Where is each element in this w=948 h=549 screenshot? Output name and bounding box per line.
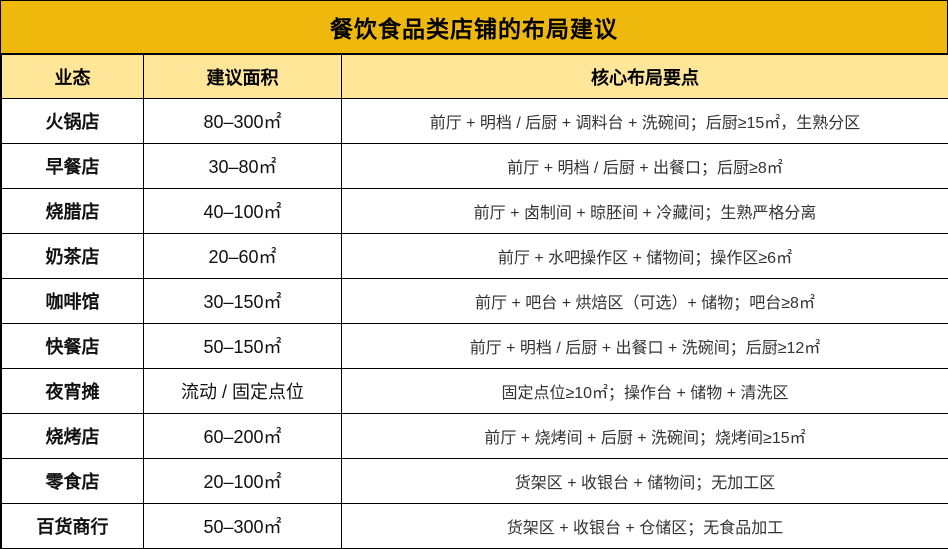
- points-cell: 货架区 + 收银台 + 仓储区；无食品加工: [341, 503, 948, 549]
- table-row: 火锅店 80–300㎡ 前厅 + 明档 / 后厨 + 调料台 + 洗碗间；后厨≥15…: [1, 98, 948, 144]
- area-cell: 20–100㎡: [143, 458, 342, 504]
- area-cell: 流动 / 固定点位: [143, 368, 342, 414]
- table-row: 咖啡馆 30–150㎡ 前厅 + 吧台 + 烘焙区（可选）+ 储物；吧台≥8㎡: [1, 278, 948, 324]
- page-title: 餐饮食品类店铺的布局建议: [330, 16, 618, 42]
- column-header-key-layout-points: 核心布局要点: [341, 54, 948, 99]
- table-row: 快餐店 50–150㎡ 前厅 + 明档 / 后厨 + 出餐口 + 洗碗间；后厨≥12…: [1, 323, 948, 369]
- business-type-cell: 火锅店: [1, 98, 144, 144]
- table-header: 业态 建议面积 核心布局要点: [1, 54, 948, 99]
- business-type-cell: 咖啡馆: [1, 278, 144, 324]
- table-row: 零食店 20–100㎡ 货架区 + 收银台 + 储物间；无加工区: [1, 458, 948, 504]
- table-body: 火锅店 80–300㎡ 前厅 + 明档 / 后厨 + 调料台 + 洗碗间；后厨≥15…: [1, 98, 948, 549]
- business-type-cell: 奶茶店: [1, 233, 144, 279]
- area-cell: 60–200㎡: [143, 413, 342, 459]
- table-row: 百货商行 50–300㎡ 货架区 + 收银台 + 仓储区；无食品加工: [1, 503, 948, 549]
- table-row: 早餐店 30–80㎡ 前厅 + 明档 / 后厨 + 出餐口；后厨≥8㎡: [1, 143, 948, 189]
- column-header-suggested-area: 建议面积: [143, 54, 342, 99]
- area-cell: 30–150㎡: [143, 278, 342, 324]
- points-cell: 前厅 + 卤制间 + 晾胚间 + 冷藏间；生熟严格分离: [341, 188, 948, 234]
- area-cell: 50–150㎡: [143, 323, 342, 369]
- table-row: 夜宵摊 流动 / 固定点位 固定点位≥10㎡；操作台 + 储物 + 清洗区: [1, 368, 948, 414]
- business-type-cell: 夜宵摊: [1, 368, 144, 414]
- table-row: 烧烤店 60–200㎡ 前厅 + 烧烤间 + 后厨 + 洗碗间；烧烤间≥15㎡: [1, 413, 948, 459]
- table-row: 奶茶店 20–60㎡ 前厅 + 水吧操作区 + 储物间；操作区≥6㎡: [1, 233, 948, 279]
- area-cell: 40–100㎡: [143, 188, 342, 234]
- layout-table: 业态 建议面积 核心布局要点 火锅店 80–300㎡ 前厅 + 明档 / 后厨 + …: [1, 54, 948, 549]
- points-cell: 前厅 + 明档 / 后厨 + 调料台 + 洗碗间；后厨≥15㎡，生熟分区: [341, 98, 948, 144]
- points-cell: 前厅 + 明档 / 后厨 + 出餐口 + 洗碗间；后厨≥12㎡: [341, 323, 948, 369]
- business-type-cell: 快餐店: [1, 323, 144, 369]
- area-cell: 50–300㎡: [143, 503, 342, 549]
- points-cell: 前厅 + 明档 / 后厨 + 出餐口；后厨≥8㎡: [341, 143, 948, 189]
- table-row: 烧腊店 40–100㎡ 前厅 + 卤制间 + 晾胚间 + 冷藏间；生熟严格分离: [1, 188, 948, 234]
- points-cell: 固定点位≥10㎡；操作台 + 储物 + 清洗区: [341, 368, 948, 414]
- business-type-cell: 百货商行: [1, 503, 144, 549]
- business-type-cell: 早餐店: [1, 143, 144, 189]
- area-cell: 80–300㎡: [143, 98, 342, 144]
- title-bar: 餐饮食品类店铺的布局建议: [1, 1, 947, 54]
- points-cell: 前厅 + 水吧操作区 + 储物间；操作区≥6㎡: [341, 233, 948, 279]
- business-type-cell: 零食店: [1, 458, 144, 504]
- business-type-cell: 烧腊店: [1, 188, 144, 234]
- area-cell: 20–60㎡: [143, 233, 342, 279]
- points-cell: 前厅 + 吧台 + 烘焙区（可选）+ 储物；吧台≥8㎡: [341, 278, 948, 324]
- points-cell: 货架区 + 收银台 + 储物间；无加工区: [341, 458, 948, 504]
- business-type-cell: 烧烤店: [1, 413, 144, 459]
- area-cell: 30–80㎡: [143, 143, 342, 189]
- points-cell: 前厅 + 烧烤间 + 后厨 + 洗碗间；烧烤间≥15㎡: [341, 413, 948, 459]
- header-row: 业态 建议面积 核心布局要点: [1, 54, 948, 99]
- column-header-business-type: 业态: [1, 54, 144, 99]
